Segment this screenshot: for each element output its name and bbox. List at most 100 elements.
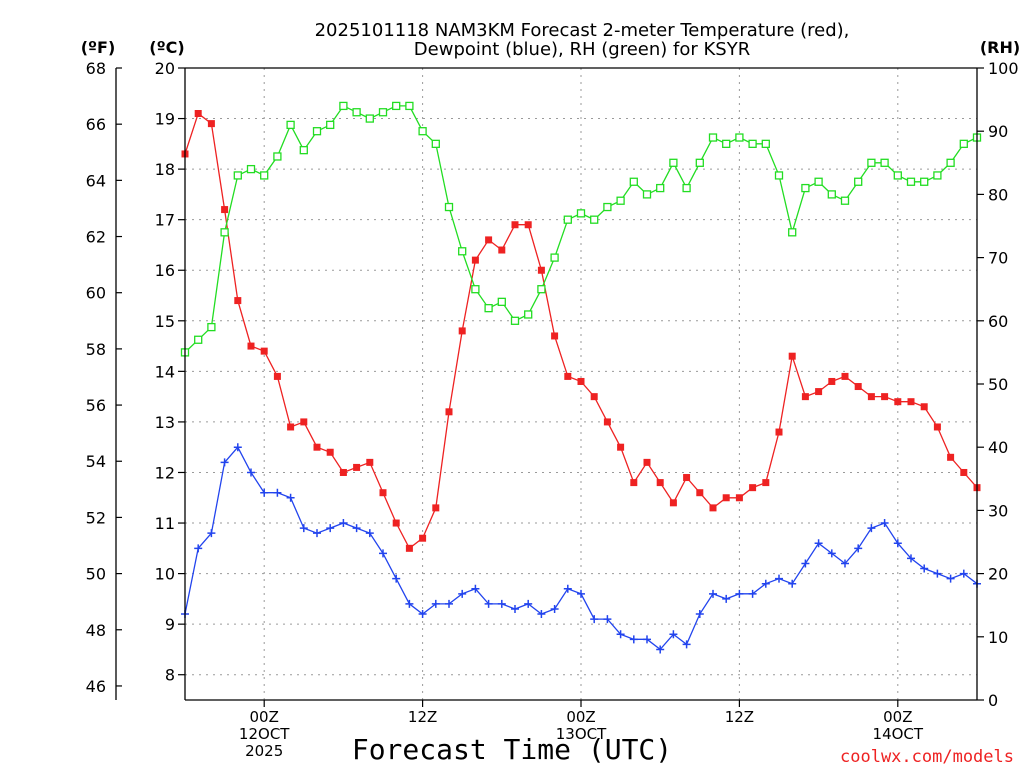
celsius-tick-label: 9 [165, 615, 175, 634]
rh-point [682, 183, 691, 193]
temperature-point [458, 327, 466, 335]
temperature-point [339, 468, 347, 476]
celsius-tick-label: 18 [155, 160, 175, 179]
celsius-tick-label: 13 [155, 413, 175, 432]
rh-tick-label: 90 [988, 122, 1008, 141]
celsius-tick-label: 17 [155, 211, 175, 230]
x-tick-label: 14OCT [873, 725, 924, 743]
temperature-point [353, 463, 361, 471]
temperature-point [881, 393, 889, 401]
temperature-point [445, 408, 453, 416]
rh-point [220, 228, 229, 237]
temperature-point [260, 347, 268, 355]
x-tick-label: 13OCT [556, 725, 607, 743]
rh-point [933, 171, 942, 180]
dewpoint-point [445, 599, 453, 608]
temperature-point [221, 206, 229, 214]
fahrenheit-tick-label: 48 [86, 621, 106, 640]
x-tick-label: 12OCT [239, 725, 290, 743]
temperature-point [551, 332, 559, 340]
temperature-point [366, 458, 374, 466]
temperature-point [511, 221, 519, 229]
rh-tick-label: 30 [988, 501, 1008, 520]
rh-point [880, 158, 889, 167]
temperature-point [907, 398, 915, 406]
temperature-point [194, 110, 202, 118]
rh-point [378, 108, 388, 117]
dewpoint-point [550, 604, 559, 613]
fahrenheit-unit-label: (ºF) [81, 38, 116, 57]
dewpoint-point [286, 493, 295, 502]
rh-unit-label: (RH) [980, 38, 1020, 57]
rh-tick-label: 50 [988, 375, 1008, 394]
dewpoint-point [233, 443, 242, 452]
rh-point [906, 177, 916, 186]
temperature-point [788, 352, 796, 360]
celsius-tick-label: 20 [155, 59, 175, 78]
dewpoint-point [709, 589, 717, 598]
x-tick-label: 12Z [408, 708, 437, 726]
temperature-point [577, 377, 585, 385]
dewpoint-point [326, 524, 335, 533]
dewpoint-point [867, 524, 876, 533]
dewpoint-point [590, 615, 599, 624]
temperature-point [432, 504, 440, 512]
dewpoint-point [907, 554, 915, 563]
rh-point [946, 158, 955, 167]
fahrenheit-tick-label: 46 [86, 677, 106, 696]
dewpoint-point [484, 599, 493, 608]
rh-tick-label: 60 [988, 312, 1008, 331]
rh-point [260, 171, 269, 180]
dewpoint-point [722, 594, 731, 603]
rh-point [616, 196, 625, 205]
dewpoint-point [273, 488, 282, 497]
dewpoint-point [418, 610, 427, 619]
dewpoint-point [946, 574, 955, 583]
temperature-point [762, 479, 770, 487]
rh-point [510, 316, 520, 325]
rh-point [326, 120, 335, 130]
rh-point [788, 228, 797, 237]
fahrenheit-tick-label: 58 [86, 340, 106, 359]
temperature-point [498, 246, 506, 254]
temperature-point [828, 377, 836, 385]
dewpoint-point [775, 574, 783, 583]
rh-point [590, 215, 599, 224]
temperature-point [603, 418, 611, 426]
dewpoint-point [682, 640, 691, 649]
temperature-point [960, 468, 968, 476]
rh-point [814, 177, 823, 186]
temperature-point [247, 342, 255, 350]
rh-point [484, 304, 493, 313]
fahrenheit-tick-label: 68 [86, 59, 106, 78]
dewpoint-point [827, 549, 836, 558]
temperature-point [854, 383, 862, 391]
temperature-point [735, 494, 743, 502]
temperature-point [537, 266, 545, 274]
celsius-tick-label: 16 [155, 261, 175, 280]
rh-point [801, 183, 810, 193]
dewpoint-point [841, 559, 849, 568]
x-axis-label: Forecast Time (UTC) [352, 733, 672, 766]
dewpoint-point [365, 529, 374, 538]
dewpoint-point [959, 569, 968, 578]
rh-point [405, 101, 414, 111]
rh-point [748, 139, 757, 148]
x-tick-label: 00Z [566, 708, 595, 726]
rh-point [920, 177, 929, 186]
fahrenheit-tick-label: 54 [86, 452, 106, 471]
celsius-unit-label: (ºC) [149, 38, 184, 57]
celsius-tick-label: 14 [155, 362, 175, 381]
dewpoint-point [603, 615, 612, 624]
dewpoint-point [497, 599, 506, 608]
rh-point [194, 335, 203, 344]
temperature-point [709, 504, 717, 512]
temperature-point [405, 544, 413, 552]
dewpoint-point [431, 599, 440, 608]
dewpoint-point [458, 589, 467, 598]
temperature-point [841, 372, 849, 380]
rh-point [273, 152, 282, 161]
celsius-tick-label: 19 [155, 110, 175, 129]
rh-point [735, 133, 744, 142]
dewpoint-point [352, 524, 361, 533]
